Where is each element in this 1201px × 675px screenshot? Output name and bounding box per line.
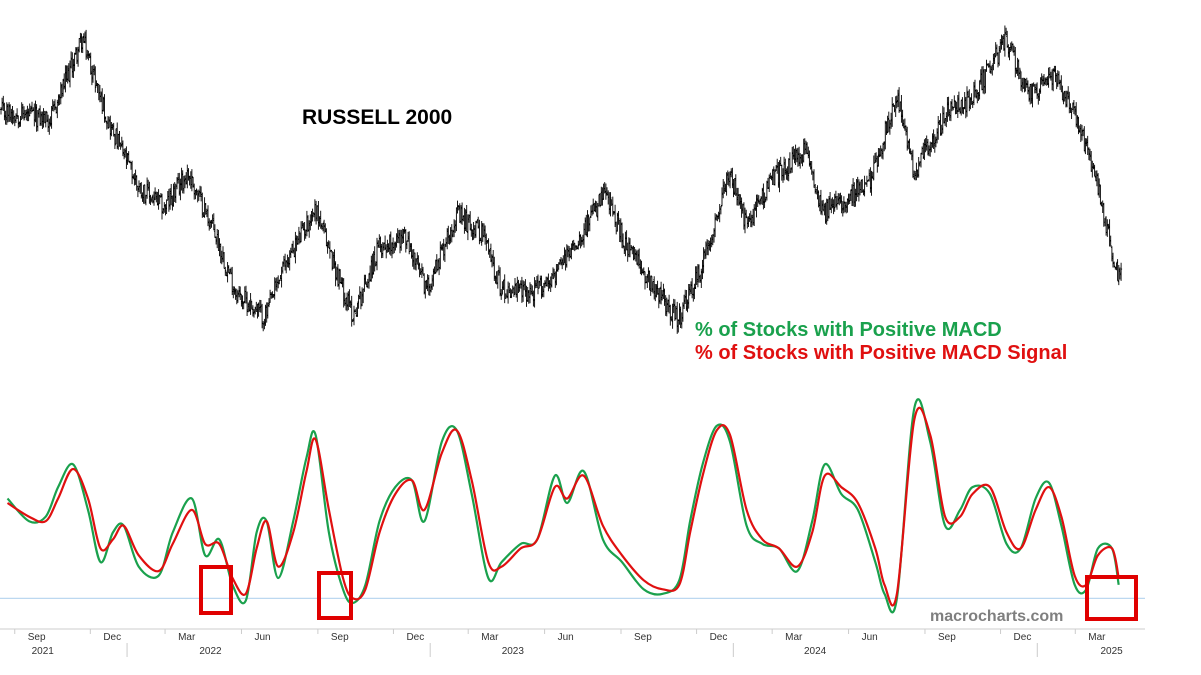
highlight-box-may-2022 bbox=[199, 565, 233, 615]
x-tick-label-month: Mar bbox=[785, 632, 803, 643]
breadth-lines bbox=[6, 398, 1120, 614]
x-tick-label-year: 2021 bbox=[32, 646, 55, 657]
highlight-box-apr-2025 bbox=[1085, 575, 1138, 621]
russell-price-bars bbox=[0, 25, 1123, 334]
legend-series-macd: % of Stocks with Positive MACD bbox=[695, 319, 1002, 341]
x-tick-label-month: Jun bbox=[558, 632, 574, 643]
x-tick-label-year: 2025 bbox=[1100, 646, 1123, 657]
x-tick-label-year: 2023 bbox=[502, 646, 525, 657]
price-title: RUSSELL 2000 bbox=[302, 106, 452, 129]
price-series-bars bbox=[0, 25, 1123, 334]
x-tick-label-month: Sep bbox=[331, 632, 349, 643]
x-tick-label-month: Mar bbox=[1088, 632, 1106, 643]
x-tick-label-month: Jun bbox=[254, 632, 270, 643]
series-line-macd-signal bbox=[6, 406, 1120, 607]
x-tick-label-month: Mar bbox=[178, 632, 196, 643]
x-tick-label-month: Sep bbox=[634, 632, 652, 643]
x-tick-label-month: Mar bbox=[481, 632, 499, 643]
x-tick-label-month: Dec bbox=[1014, 632, 1032, 643]
highlight-box-sep-2022 bbox=[317, 571, 353, 620]
x-tick-label-month: Jun bbox=[862, 632, 878, 643]
x-tick-label-year: 2022 bbox=[199, 646, 222, 657]
watermark: macrocharts.com bbox=[930, 608, 1063, 625]
x-tick-label-month: Dec bbox=[710, 632, 728, 643]
highlight-boxes bbox=[199, 565, 1138, 621]
x-axis: Sep Dec Mar Jun Sep Dec Mar Jun Sep Dec Mar Jun Sep D… bbox=[0, 628, 1145, 657]
legend-series-macd-signal: % of Stocks with Positive MACD Signal bbox=[695, 342, 1067, 364]
series-line-macd bbox=[6, 398, 1120, 614]
x-tick-label-month: Dec bbox=[103, 632, 121, 643]
x-tick-label-month: Dec bbox=[406, 632, 424, 643]
x-tick-label-month: Sep bbox=[28, 632, 46, 643]
x-tick-label-month: Sep bbox=[938, 632, 956, 643]
x-tick-label-year: 2024 bbox=[804, 646, 827, 657]
